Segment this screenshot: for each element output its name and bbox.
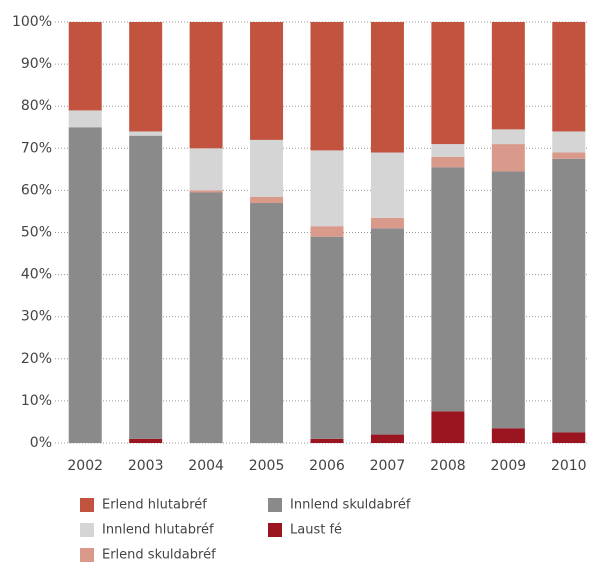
legend-swatch	[268, 523, 282, 537]
bar-segment	[431, 167, 465, 412]
legend-swatch	[80, 498, 94, 512]
y-tick-label: 20%	[21, 351, 52, 367]
y-tick-label: 100%	[12, 14, 52, 30]
legend-label: Erlend hlutabréf	[102, 498, 207, 513]
bar-segment	[431, 144, 465, 157]
x-tick-label: 2010	[551, 458, 587, 474]
x-tick-label: 2003	[128, 458, 164, 474]
bar-segment	[552, 432, 586, 443]
y-tick-label: 30%	[21, 309, 52, 325]
legend-label: Innlend skuldabréf	[290, 498, 411, 513]
bar-segment	[370, 434, 404, 443]
bar-segment	[370, 22, 404, 153]
x-tick-label: 2002	[67, 458, 103, 474]
bar-segment	[552, 22, 586, 132]
bar-segment	[250, 139, 284, 197]
bar-segment	[310, 226, 344, 237]
x-tick-label: 2004	[188, 458, 224, 474]
bar-segment	[129, 438, 163, 443]
legend-label: Erlend skuldabréf	[102, 548, 216, 563]
x-tick-label: 2007	[370, 458, 406, 474]
bar-segment	[189, 148, 223, 191]
bar-segment	[370, 152, 404, 218]
bar-segment	[491, 144, 525, 172]
y-tick-label: 10%	[21, 393, 52, 409]
bar-segment	[491, 129, 525, 145]
y-tick-label: 40%	[21, 267, 52, 283]
y-tick-label: 50%	[21, 225, 52, 241]
bar-segment	[129, 22, 163, 132]
bar-segment	[491, 22, 525, 130]
bar-segment	[189, 192, 223, 443]
legend-swatch	[80, 548, 94, 562]
bar-segment	[310, 236, 344, 439]
bar-segment	[129, 131, 163, 136]
bar-segment	[491, 428, 525, 443]
legend-swatch	[268, 498, 282, 512]
x-tick-label: 2008	[430, 458, 466, 474]
bar-segment	[370, 217, 404, 229]
bar-segment	[68, 22, 102, 111]
bar-segment	[552, 158, 586, 433]
bar-segment	[431, 22, 465, 145]
bar-segment	[310, 22, 344, 151]
bar-segment	[431, 411, 465, 443]
y-tick-label: 70%	[21, 140, 52, 156]
bar-segment	[552, 152, 586, 159]
bar-segment	[68, 110, 102, 128]
x-tick-label: 2006	[309, 458, 345, 474]
legend-swatch	[80, 523, 94, 537]
y-tick-label: 90%	[21, 56, 52, 72]
bar-segment	[189, 22, 223, 149]
x-tick-label: 2009	[491, 458, 527, 474]
bar-segment	[310, 438, 344, 443]
bar-segment	[129, 135, 163, 439]
legend-label: Innlend hlutabréf	[102, 523, 214, 538]
y-tick-label: 80%	[21, 98, 52, 114]
bar-segment	[250, 196, 284, 204]
y-tick-label: 0%	[30, 435, 52, 451]
legend-label: Laust fé	[290, 523, 342, 538]
bar-segment	[370, 228, 404, 435]
y-tick-label: 60%	[21, 182, 52, 198]
bar-segment	[250, 203, 284, 443]
bar-segment	[552, 131, 586, 153]
bar-segment	[68, 127, 102, 443]
bar-segment	[310, 150, 344, 227]
bar-segment	[250, 22, 284, 140]
bar-segment	[189, 190, 223, 193]
x-tick-label: 2005	[249, 458, 285, 474]
bar-segment	[491, 171, 525, 429]
bar-segment	[431, 156, 465, 168]
